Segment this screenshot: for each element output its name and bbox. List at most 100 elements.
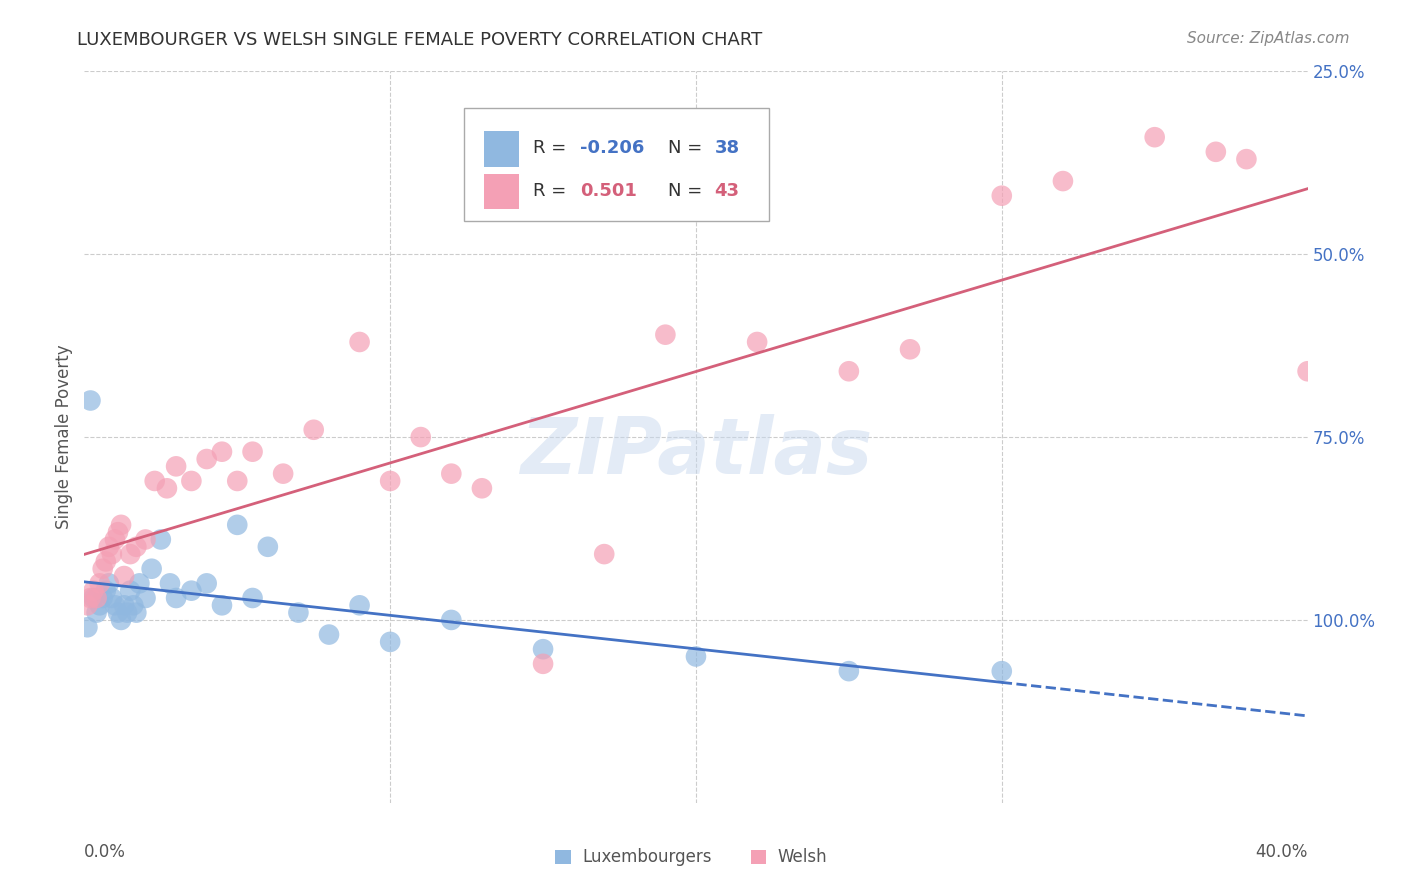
Text: 0.0%: 0.0% (84, 843, 127, 861)
Point (122, 599, 145, 613)
Point (349, 334, 371, 349)
Point (86, 591, 108, 605)
Point (165, 591, 187, 605)
Y-axis label: Single Female Poverty: Single Female Poverty (55, 345, 73, 529)
Text: Luxembourgers: Luxembourgers (582, 848, 711, 866)
Point (91, 562, 114, 576)
Point (302, 423, 325, 437)
Point (180, 583, 202, 598)
Point (120, 547, 142, 561)
Point (135, 533, 157, 547)
Point (211, 599, 233, 613)
Text: ZIPatlas: ZIPatlas (520, 414, 872, 490)
Text: Welsh: Welsh (778, 848, 828, 866)
Point (97, 576, 120, 591)
Text: LUXEMBOURGER VS WELSH SINGLE FEMALE POVERTY CORRELATION CHART: LUXEMBOURGER VS WELSH SINGLE FEMALE POVE… (77, 31, 762, 49)
Point (89, 576, 111, 591)
Point (101, 591, 124, 605)
Text: Source: ZipAtlas.com: Source: ZipAtlas.com (1187, 31, 1350, 46)
Point (112, 599, 135, 613)
Point (94, 554, 117, 568)
Point (1052, 174, 1074, 188)
Point (110, 613, 132, 627)
Point (76, 620, 98, 634)
Text: -0.206: -0.206 (579, 139, 644, 157)
Point (115, 606, 138, 620)
Point (409, 430, 432, 444)
Point (86, 606, 108, 620)
FancyBboxPatch shape (555, 850, 571, 863)
Point (128, 576, 150, 591)
Point (685, 649, 707, 664)
Point (110, 517, 132, 532)
Point (125, 540, 148, 554)
Point (242, 444, 264, 458)
Point (838, 364, 860, 378)
Text: 40.0%: 40.0% (1256, 843, 1308, 861)
Point (471, 481, 494, 495)
Point (226, 517, 249, 532)
Point (287, 606, 309, 620)
Point (79, 591, 101, 605)
Point (380, 635, 402, 649)
FancyBboxPatch shape (484, 131, 519, 167)
Point (141, 562, 163, 576)
Point (531, 657, 554, 671)
Point (349, 599, 371, 613)
Point (898, 343, 921, 357)
Point (271, 467, 294, 481)
Point (318, 627, 340, 641)
Point (159, 576, 181, 591)
Point (112, 569, 135, 583)
Point (97, 540, 120, 554)
Point (195, 576, 218, 591)
Point (654, 327, 676, 342)
Point (120, 583, 142, 598)
FancyBboxPatch shape (484, 174, 519, 209)
Point (156, 481, 179, 495)
Point (149, 533, 172, 547)
Point (94, 583, 117, 598)
Point (125, 606, 148, 620)
Text: R =: R = (533, 139, 572, 157)
Text: R =: R = (533, 182, 578, 200)
Point (531, 642, 554, 657)
FancyBboxPatch shape (751, 850, 766, 863)
Text: 43: 43 (714, 182, 740, 200)
Point (211, 444, 233, 458)
Point (107, 606, 129, 620)
Point (1205, 145, 1227, 159)
Point (79, 393, 101, 408)
Point (101, 547, 124, 561)
Point (838, 664, 860, 678)
Point (991, 188, 1014, 202)
Point (165, 459, 187, 474)
Text: 38: 38 (714, 139, 740, 157)
Point (440, 613, 463, 627)
Point (135, 591, 157, 605)
Point (991, 664, 1014, 678)
Point (143, 474, 166, 488)
Point (89, 599, 111, 613)
Point (380, 474, 402, 488)
Point (257, 540, 280, 554)
Point (104, 533, 127, 547)
Point (104, 599, 127, 613)
Text: N =: N = (668, 139, 707, 157)
Point (76, 599, 98, 613)
FancyBboxPatch shape (464, 108, 769, 221)
Point (83, 583, 105, 598)
Point (107, 525, 129, 540)
Point (195, 452, 218, 467)
Point (747, 334, 769, 349)
Point (83, 591, 105, 605)
Point (242, 591, 264, 605)
Point (1296, 364, 1319, 378)
Point (1143, 130, 1166, 145)
Point (593, 547, 616, 561)
Text: 0.501: 0.501 (579, 182, 637, 200)
Point (1236, 152, 1258, 166)
Point (180, 474, 202, 488)
Point (91, 591, 114, 605)
Point (226, 474, 249, 488)
